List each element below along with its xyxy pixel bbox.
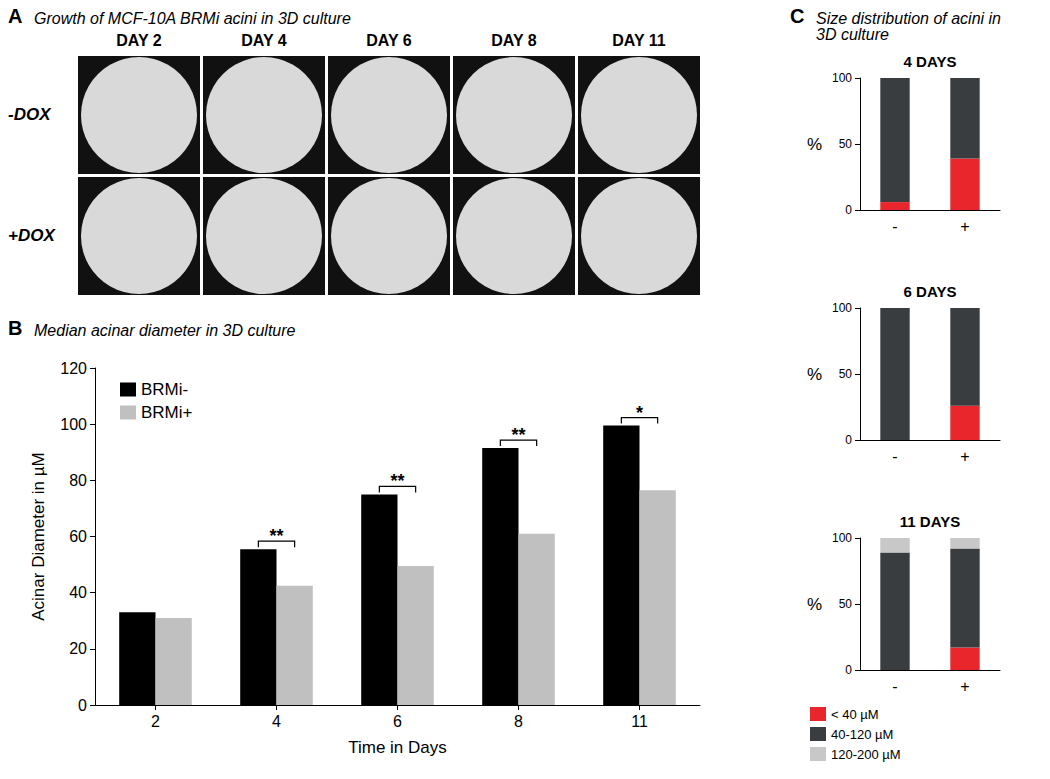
svg-text:40-120 µM: 40-120 µM [831,727,893,742]
svg-text:120: 120 [60,360,87,377]
svg-text:DAY 2: DAY 2 [116,32,161,49]
svg-text:3D culture: 3D culture [816,26,889,43]
svg-text:50: 50 [839,367,853,381]
svg-text:60: 60 [69,528,87,545]
svg-text:20: 20 [69,640,87,657]
svg-text:%: % [807,135,822,154]
svg-text:%: % [807,365,822,384]
svg-text:50: 50 [839,137,853,151]
svg-text:50: 50 [839,597,853,611]
svg-text:-: - [892,678,897,695]
svg-text:C: C [790,5,804,27]
svg-text:6: 6 [393,713,402,730]
svg-text:**: ** [269,526,283,546]
svg-text:0: 0 [845,433,852,447]
svg-text:0: 0 [845,663,852,677]
svg-text:A: A [8,5,22,27]
svg-text:DAY 11: DAY 11 [612,32,665,49]
svg-text:120-200 µM: 120-200 µM [831,747,901,762]
svg-text:100: 100 [832,301,852,315]
svg-text:0: 0 [78,697,87,714]
svg-text:11 DAYS: 11 DAYS [900,513,960,530]
svg-text:Growth of MCF-10A BRMi acini i: Growth of MCF-10A BRMi acini in 3D cultu… [34,10,351,27]
svg-text:11: 11 [631,713,648,730]
svg-text:80: 80 [69,472,87,489]
svg-text:+: + [960,678,969,695]
svg-text:0: 0 [845,203,852,217]
svg-text:4 DAYS: 4 DAYS [904,53,957,70]
svg-text:6 DAYS: 6 DAYS [904,283,957,300]
svg-text:40: 40 [69,584,87,601]
svg-text:DAY 4: DAY 4 [241,32,286,49]
svg-text:2: 2 [151,713,160,730]
svg-text:BRMi+: BRMi+ [141,403,193,422]
svg-text:100: 100 [832,71,852,85]
svg-text:**: ** [511,425,525,445]
svg-text:-: - [892,448,897,465]
svg-text:Time in Days: Time in Days [348,738,447,757]
svg-text:%: % [807,595,822,614]
svg-text:*: * [636,403,643,423]
svg-text:**: ** [390,471,404,491]
svg-text:DAY 6: DAY 6 [366,32,411,49]
svg-text:-: - [892,218,897,235]
svg-text:Size distribution of acini in: Size distribution of acini in [816,10,1005,27]
svg-text:8: 8 [514,713,523,730]
svg-text:BRMi-: BRMi- [141,380,188,399]
svg-text:Acinar Diameter in µM: Acinar Diameter in µM [29,452,48,621]
svg-text:Median acinar diameter in 3D c: Median acinar diameter in 3D culture [34,322,296,339]
svg-text:DAY 8: DAY 8 [491,32,536,49]
svg-text:+: + [960,218,969,235]
svg-text:100: 100 [832,531,852,545]
svg-text:4: 4 [272,713,281,730]
svg-text:-DOX: -DOX [8,105,52,124]
svg-text:+: + [960,448,969,465]
svg-text:B: B [8,317,22,339]
svg-text:< 40 µM: < 40 µM [831,707,879,722]
svg-text:100: 100 [60,416,87,433]
svg-text:+DOX: +DOX [8,226,56,245]
